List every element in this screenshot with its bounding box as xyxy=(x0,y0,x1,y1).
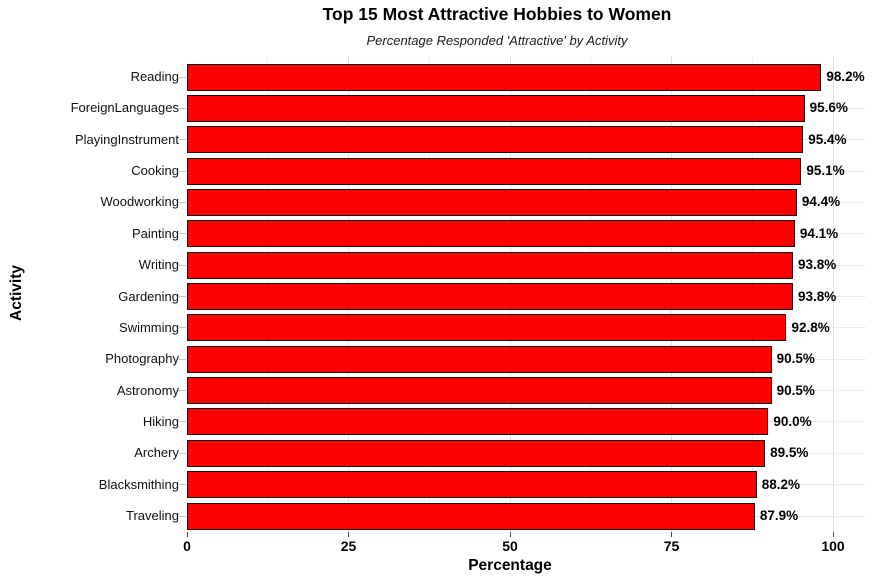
bar-swimming xyxy=(187,314,787,342)
y-axis-category-label: Traveling xyxy=(126,508,179,524)
y-axis-tick xyxy=(179,421,186,423)
y-axis-tick xyxy=(179,107,186,109)
y-axis-category-label: Archery xyxy=(134,445,179,461)
y-axis-category-label: Writing xyxy=(138,257,179,273)
bar-value-label: 90.5% xyxy=(776,351,815,367)
bar-value-label: 95.6% xyxy=(809,100,848,116)
bar-foreignlanguages xyxy=(187,94,805,122)
bar-value-label: 90.0% xyxy=(773,413,812,429)
bar-value-label: 98.2% xyxy=(826,69,865,84)
x-axis-tick-label: 50 xyxy=(502,538,518,554)
bar-astronomy xyxy=(187,377,772,405)
bar-value-label: 88.2% xyxy=(761,476,801,492)
x-axis-tick xyxy=(509,532,511,537)
plot-panel: 98.2% 95.6% 95.4% 95.1% 94.4% 94.1% 93.8% 93.8%… xyxy=(187,55,866,532)
x-axis-tick xyxy=(671,532,672,537)
x-axis-tick xyxy=(832,532,834,537)
bar-archery xyxy=(187,439,766,467)
bar-traveling xyxy=(187,502,755,530)
x-axis-tick-label: 0 xyxy=(183,538,191,554)
chart-title: Top 15 Most Attractive Hobbies to Women xyxy=(322,4,672,24)
x-axis-title: Percentage xyxy=(468,557,552,574)
y-axis-category-label: Swimming xyxy=(119,319,179,335)
bar-cooking xyxy=(187,157,802,185)
y-axis-category-label: Hiking xyxy=(142,413,179,429)
y-axis-tick xyxy=(179,170,186,172)
y-axis-tick xyxy=(179,264,186,266)
y-axis-category-label: PlayingInstrument xyxy=(74,131,179,147)
y-axis-category-label: Gardening xyxy=(118,288,179,304)
y-axis-tick xyxy=(179,484,186,486)
bar-value-label: 93.8% xyxy=(797,288,837,304)
bar-hiking xyxy=(187,408,769,436)
bar-value-label: 94.4% xyxy=(801,194,841,210)
x-axis-tick-label: 100 xyxy=(821,538,845,554)
bar-value-label: 89.5% xyxy=(770,445,809,461)
bar-value-label: 92.8% xyxy=(791,319,830,335)
y-axis-tick xyxy=(179,452,186,454)
x-axis-tick-label: 75 xyxy=(663,538,680,554)
bar-painting xyxy=(187,220,795,248)
bar-value-label: 94.1% xyxy=(799,225,839,241)
bar-value-label: 95.1% xyxy=(806,163,845,179)
bar-woodworking xyxy=(187,188,797,216)
x-axis-tick xyxy=(186,532,188,537)
x-axis-tick-label: 25 xyxy=(340,538,357,554)
y-axis-tick xyxy=(179,358,186,360)
y-axis-tick xyxy=(179,233,186,235)
y-axis-category-label: Woodworking xyxy=(100,194,179,210)
bar-value-label: 90.5% xyxy=(776,382,815,398)
y-axis-category-label: Photography xyxy=(105,351,179,367)
y-axis-tick xyxy=(179,327,186,329)
y-axis-tick xyxy=(179,296,186,298)
y-axis-category-label: Blacksmithing xyxy=(98,476,179,492)
y-axis-category-label: ForeignLanguages xyxy=(70,100,179,116)
y-axis-tick xyxy=(179,390,186,392)
bar-photography xyxy=(187,345,772,373)
y-axis-tick xyxy=(179,201,186,203)
gridline-vertical-major xyxy=(832,55,834,532)
bar-blacksmithing xyxy=(187,471,757,499)
y-axis-tick xyxy=(179,76,186,78)
bar-value-label: 87.9% xyxy=(759,508,799,524)
y-axis-tick xyxy=(179,139,186,141)
bar-gardening xyxy=(187,283,793,311)
bar-writing xyxy=(187,251,793,279)
bar-reading xyxy=(187,63,822,91)
bar-value-label: 95.4% xyxy=(808,131,847,147)
y-axis-category-label: Astronomy xyxy=(116,382,179,398)
bar-playinginstrument xyxy=(187,126,804,154)
y-axis-tick xyxy=(179,515,186,517)
y-axis-category-label: Cooking xyxy=(131,163,179,179)
x-axis-tick xyxy=(348,532,349,537)
y-axis-category-label: Painting xyxy=(132,225,179,241)
chart-subtitle: Percentage Responded 'Attractive' by Act… xyxy=(366,33,628,48)
bar-value-label: 93.8% xyxy=(797,257,837,273)
y-axis-category-label: Reading xyxy=(130,69,179,84)
